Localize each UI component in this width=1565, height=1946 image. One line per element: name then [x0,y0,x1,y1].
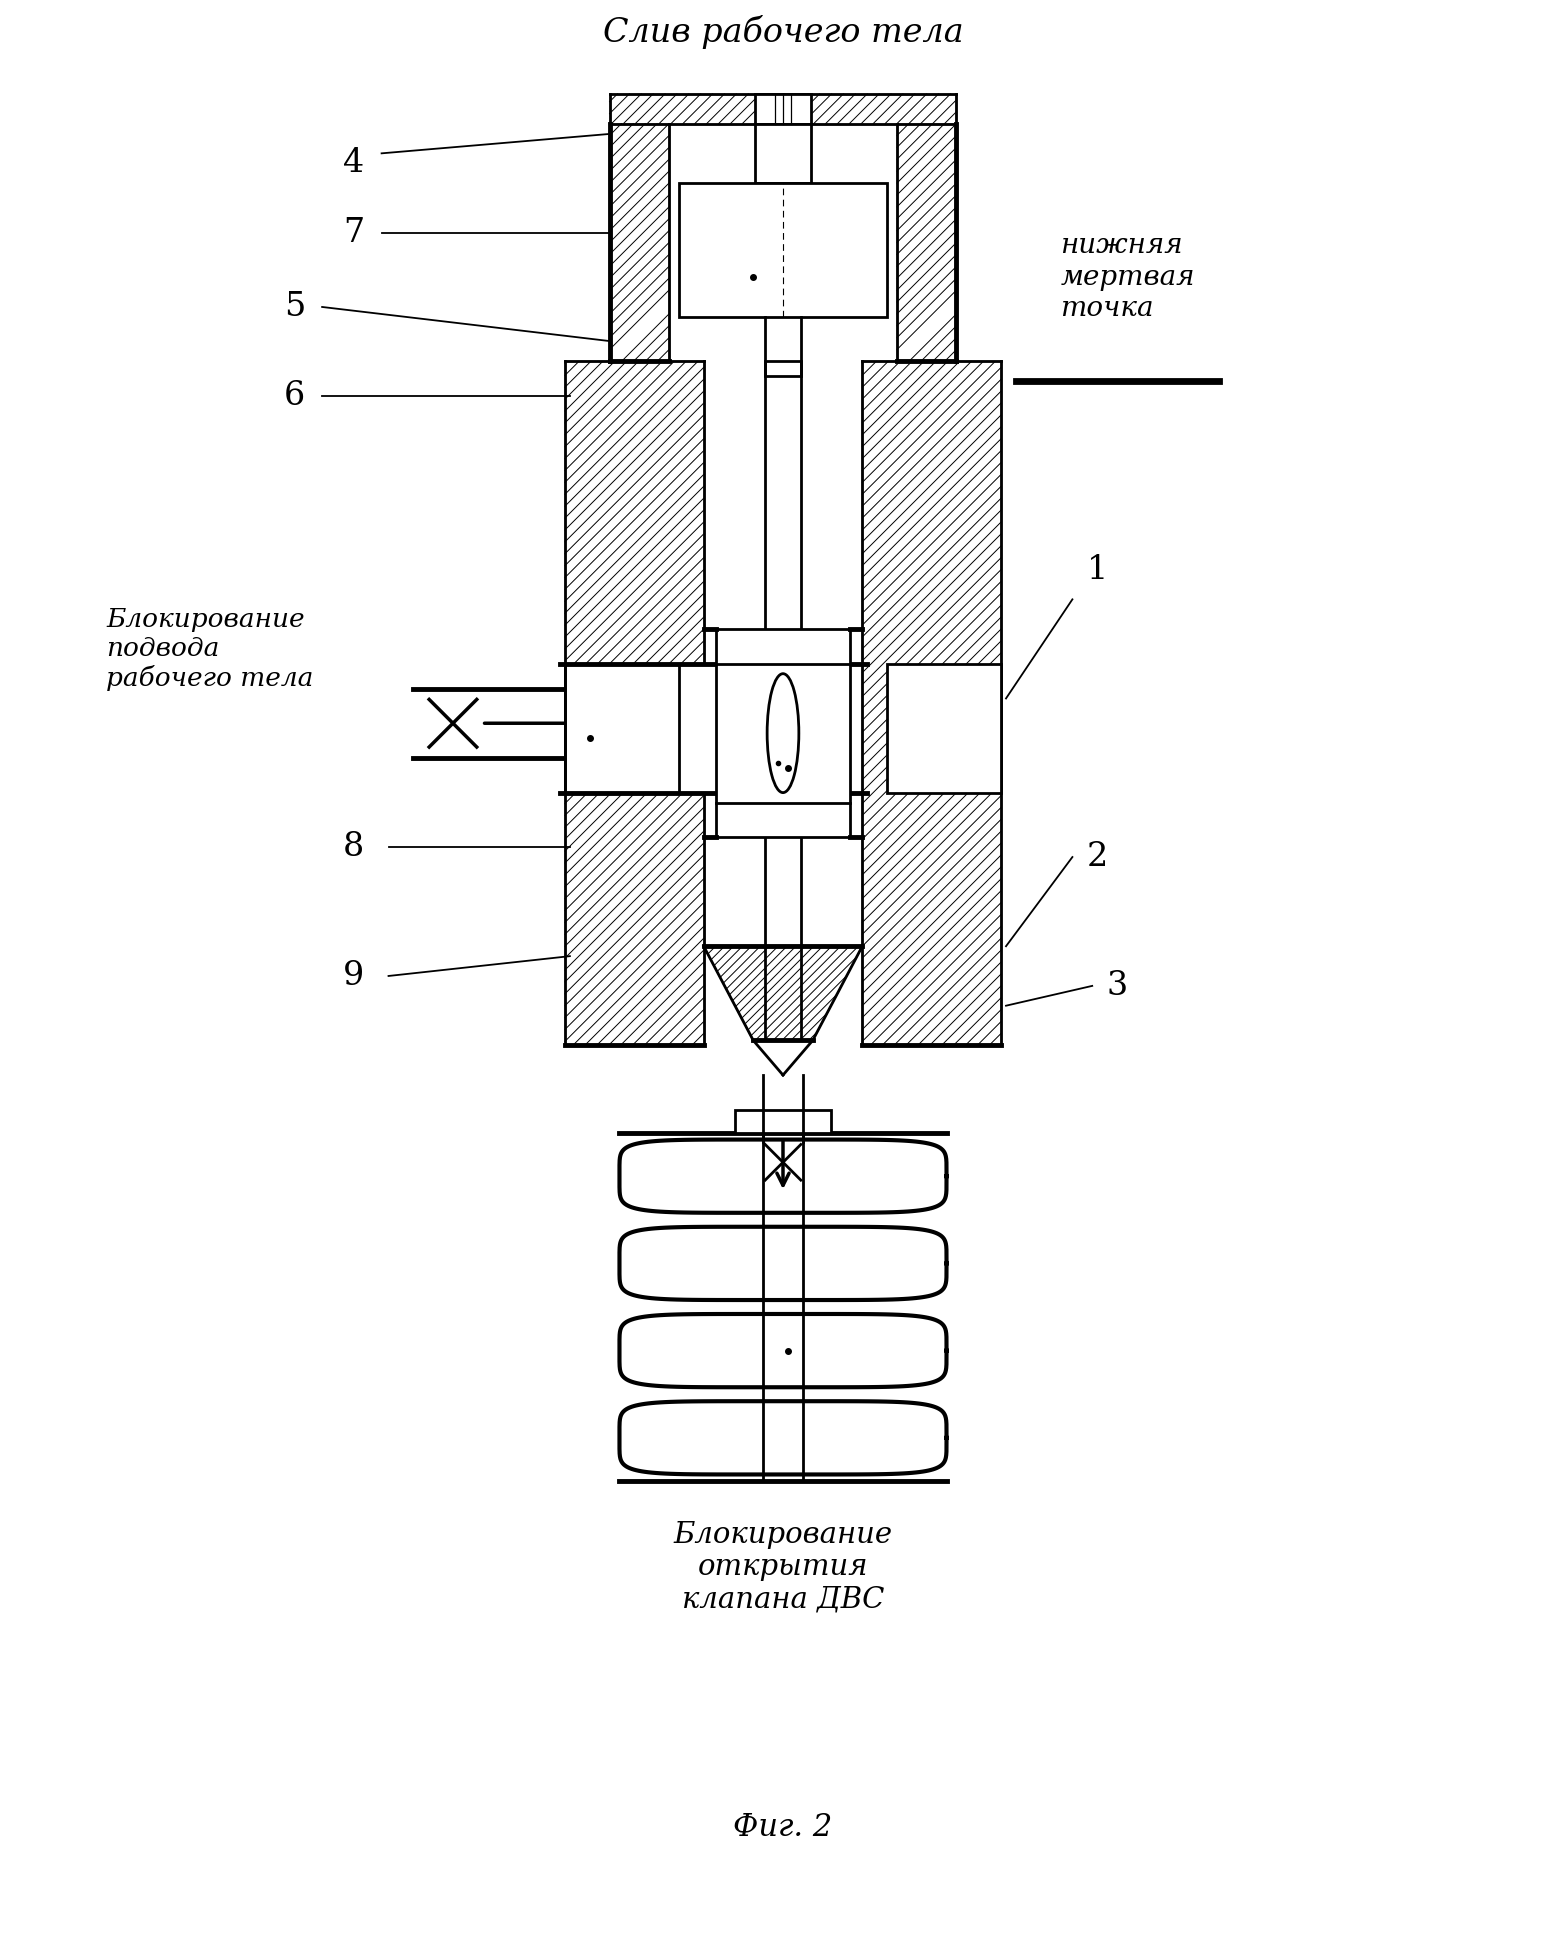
Bar [624,664,753,792]
Bar [756,125,811,183]
Polygon shape [704,946,862,1041]
Text: Блокирование
подвода
рабочего тела: Блокирование подвода рабочего тела [106,607,313,691]
Bar [756,93,811,125]
Text: нижняя
мертвая
точка: нижняя мертвая точка [1061,232,1196,321]
Text: Фиг. 2: Фиг. 2 [734,1812,833,1843]
Polygon shape [609,125,668,362]
Polygon shape [897,125,956,362]
Text: 6: 6 [283,379,305,413]
Polygon shape [609,93,956,125]
Bar [565,664,679,792]
Bar [736,1109,831,1133]
Polygon shape [565,362,704,1045]
Bar [765,362,801,376]
Text: Слив рабочего тела: Слив рабочего тела [603,14,964,49]
Bar [715,629,850,837]
Polygon shape [862,362,1002,1045]
Text: 5: 5 [283,292,305,323]
Text: 1: 1 [1086,553,1108,586]
Ellipse shape [767,673,798,792]
Text: 7: 7 [343,216,365,249]
Bar [887,664,1002,792]
Text: 3: 3 [1106,969,1128,1002]
Text: 8: 8 [343,831,365,864]
Text: 2: 2 [1086,841,1108,874]
Bar [679,183,887,317]
Text: 4: 4 [343,148,365,179]
Text: Блокирование
открытия
клапана ДВС: Блокирование открытия клапана ДВС [673,1522,892,1613]
Text: 9: 9 [343,959,365,992]
